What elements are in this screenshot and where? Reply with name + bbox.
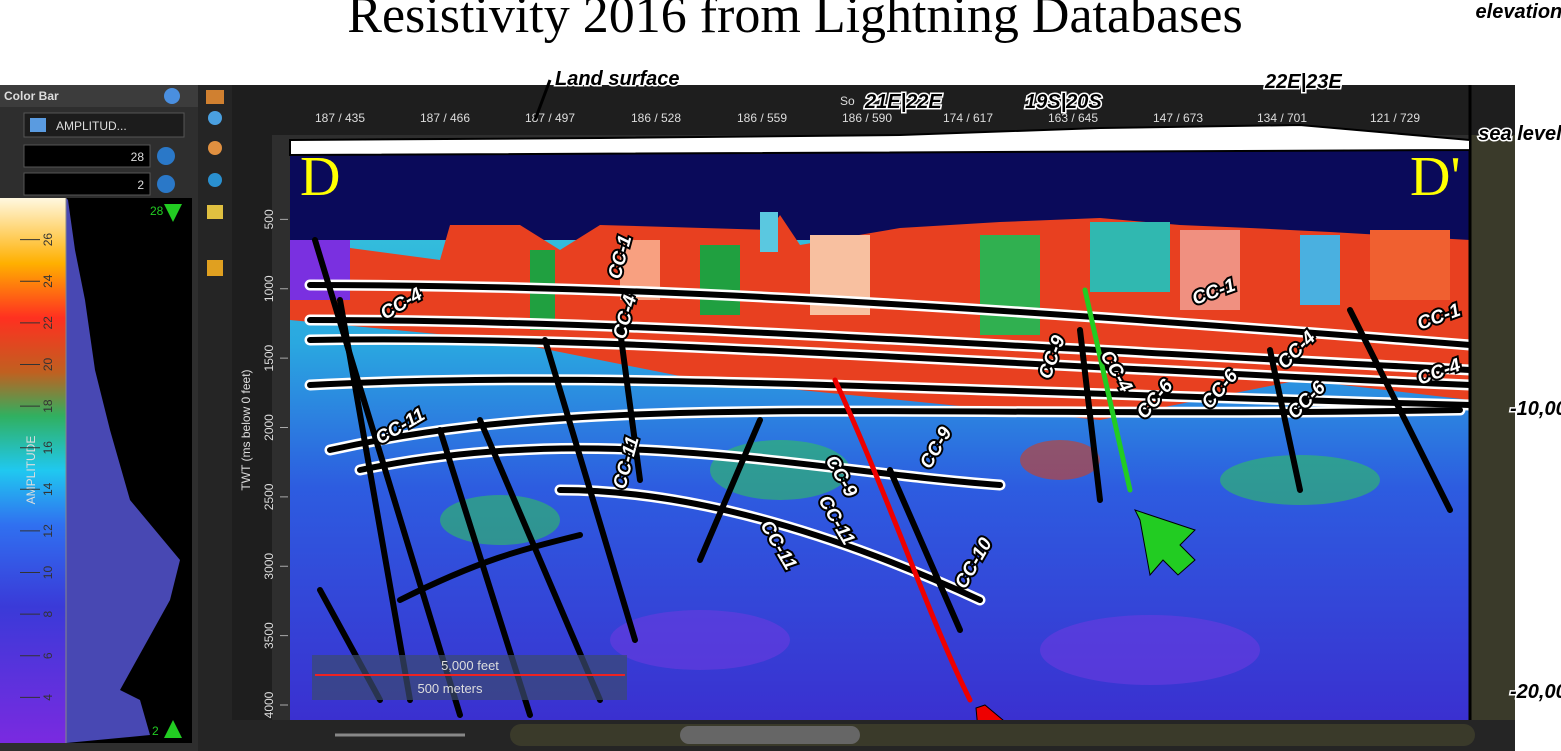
help-button[interactable] xyxy=(164,88,180,104)
block xyxy=(1370,230,1450,300)
y-tick-label: 2000 xyxy=(262,414,276,441)
block xyxy=(980,235,1040,335)
tool-button[interactable] xyxy=(206,90,224,104)
pointer xyxy=(533,79,552,121)
y-tick-label: 4000 xyxy=(262,691,276,718)
title: Resistivity 2016 from Lightning Database… xyxy=(347,0,1242,44)
colorbar-tick-label: 6 xyxy=(41,652,55,659)
anomaly xyxy=(1020,440,1100,480)
block xyxy=(1300,235,1340,305)
trace-label: 163 / 645 xyxy=(1048,111,1098,125)
trace-label: 174 / 617 xyxy=(943,111,993,125)
y-tick-label: 2500 xyxy=(262,483,276,510)
y-tick-label: 1500 xyxy=(262,344,276,371)
tool-button[interactable] xyxy=(208,111,222,125)
fault-green xyxy=(1082,287,1133,493)
anomaly xyxy=(610,610,790,670)
reset-max[interactable] xyxy=(157,147,175,165)
colorbar-tick-label: 8 xyxy=(41,610,55,617)
colorbar-tick-label: 18 xyxy=(41,399,55,413)
elevation-label: elevation (ft) xyxy=(1476,1,1561,23)
boundary-label: 21E|22E xyxy=(864,91,942,113)
max-input[interactable] xyxy=(23,144,151,168)
anomaly xyxy=(440,495,560,545)
trace-label: 186 / 559 xyxy=(737,111,787,125)
header-text: So xyxy=(840,94,855,108)
y-axis-area xyxy=(232,135,272,720)
horizons xyxy=(304,237,1476,718)
elevation-tick: -10,000 xyxy=(1510,398,1561,420)
h-scrollbar[interactable] xyxy=(510,724,1475,746)
land-surface xyxy=(289,123,1471,157)
block xyxy=(1090,222,1170,292)
colorbar-tick-label: 22 xyxy=(41,316,55,330)
y-tick-label: 500 xyxy=(262,209,276,229)
color-scale xyxy=(0,198,66,743)
y-tick-label: 1000 xyxy=(262,275,276,302)
max-value: 28 xyxy=(131,150,145,164)
toolbar xyxy=(198,85,232,751)
section-end-left: D xyxy=(300,146,340,208)
land-surface-label: Land surface xyxy=(555,68,679,90)
trace-label: 187 / 497 xyxy=(525,111,575,125)
min-value: 2 xyxy=(137,178,144,192)
colorbar-tick-label: 10 xyxy=(41,566,55,580)
colorbar-tick-label: 24 xyxy=(41,274,55,288)
tool-button[interactable] xyxy=(207,260,223,276)
tool-button[interactable] xyxy=(208,141,222,155)
min-input[interactable] xyxy=(23,172,151,196)
attribute-name: AMPLITUD... xyxy=(56,119,127,133)
reset-min[interactable] xyxy=(157,175,175,193)
block xyxy=(700,245,740,315)
attribute-dropdown[interactable] xyxy=(23,112,185,138)
block xyxy=(1180,230,1240,310)
block xyxy=(760,212,778,252)
trace-label: 147 / 673 xyxy=(1153,111,1203,125)
colorbar-tick-label: 4 xyxy=(41,694,55,701)
max-marker[interactable] xyxy=(164,204,182,222)
boundary-label: 22E|23E xyxy=(1264,71,1342,93)
colorbar-label: AMPLITUDE xyxy=(24,436,38,505)
panel-title: Color Bar xyxy=(4,89,59,103)
histogram xyxy=(66,198,180,743)
trace-label: 187 / 435 xyxy=(315,111,365,125)
section-end-right: D' xyxy=(1410,146,1461,208)
min-marker[interactable] xyxy=(164,720,182,738)
fault-red xyxy=(832,377,973,703)
colorbar-tick-label: 26 xyxy=(41,233,55,247)
scale-label: 5,000 feet xyxy=(441,658,499,673)
max-marker-label: 28 xyxy=(150,204,164,218)
air-zone xyxy=(290,140,1470,240)
min-marker-label: 2 xyxy=(152,724,159,738)
colorbar-tick-label: 12 xyxy=(41,524,55,538)
tool-button[interactable] xyxy=(207,205,223,219)
boundary-label: 19S|20S xyxy=(1025,91,1102,113)
trace-label: 186 / 590 xyxy=(842,111,892,125)
horizon-line xyxy=(307,237,1473,718)
v-scrollbar[interactable] xyxy=(1470,135,1515,720)
trace-label: 121 / 729 xyxy=(1370,111,1420,125)
tool-button[interactable] xyxy=(208,173,222,187)
y-tick-label: 3000 xyxy=(262,553,276,580)
trace-label: 187 / 466 xyxy=(420,111,470,125)
anomaly xyxy=(1040,615,1260,685)
scale-label: 500 meters xyxy=(417,681,483,696)
h-scroll-thumb[interactable] xyxy=(680,726,860,744)
attribute-icon xyxy=(30,118,46,132)
scale-bar-panel xyxy=(312,655,627,700)
y-tick-label: 3500 xyxy=(262,622,276,649)
sea-level-label: sea level xyxy=(1478,123,1561,145)
colorbar-tick-label: 14 xyxy=(41,482,55,496)
colorbar-tick-label: 16 xyxy=(41,441,55,455)
y-axis-label: TWT (ms below 0 feet) xyxy=(239,369,253,490)
trace-label: 134 / 701 xyxy=(1257,111,1307,125)
colorbar-tick-label: 20 xyxy=(41,357,55,371)
panel-header xyxy=(0,85,198,107)
elevation-tick: -20,000 xyxy=(1510,681,1561,703)
arrow-green xyxy=(1134,509,1196,577)
trace-label: 186 / 528 xyxy=(631,111,681,125)
